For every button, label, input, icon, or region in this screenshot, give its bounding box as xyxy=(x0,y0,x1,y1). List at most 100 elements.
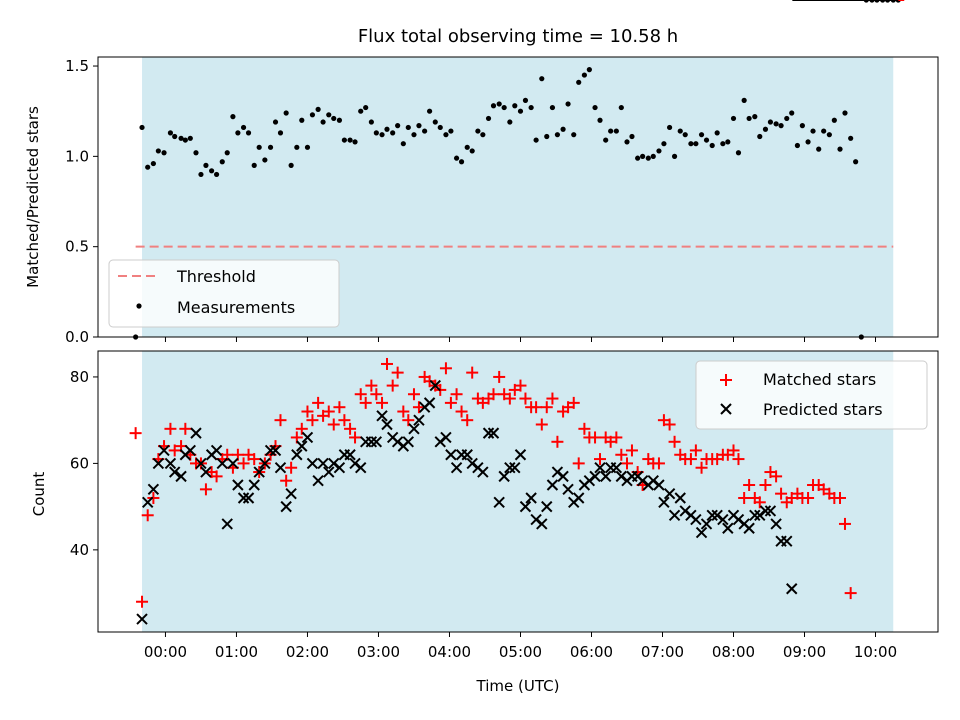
measurement-point xyxy=(784,115,790,122)
predicted-star-point xyxy=(663,487,676,500)
matched-star-point xyxy=(407,388,420,401)
measurement-point xyxy=(703,137,710,143)
matched-star-point xyxy=(503,392,516,405)
matched-star-point xyxy=(530,401,543,414)
predicted-star-point xyxy=(743,522,755,534)
legend-predicted-label: Predicted stars xyxy=(763,400,883,419)
predicted-star-point xyxy=(274,462,287,474)
measurement-point xyxy=(544,133,550,140)
measurement-point xyxy=(309,112,316,118)
measurement-point xyxy=(640,153,646,159)
measurement-point xyxy=(656,148,662,154)
matched-star-point xyxy=(578,422,591,435)
measurement-point xyxy=(746,115,752,122)
measurement-point xyxy=(235,130,241,136)
predicted-star-point xyxy=(599,470,612,483)
matched-star-point xyxy=(738,491,751,504)
measurement-point xyxy=(363,104,369,111)
measurement-point xyxy=(256,144,262,150)
predicted-star-point xyxy=(413,414,425,426)
matched-star-point xyxy=(775,487,788,500)
predicted-star-point xyxy=(242,492,255,504)
matched-star-point xyxy=(391,366,404,379)
predicted-star-point xyxy=(461,449,473,461)
measurement-point xyxy=(230,114,236,120)
matched-star-point xyxy=(732,453,745,466)
matched-star-point xyxy=(397,405,410,418)
matched-star-point xyxy=(610,431,623,444)
measurement-point xyxy=(767,119,774,125)
predicted-star-point xyxy=(381,418,393,431)
matched-star-point xyxy=(493,370,506,383)
y-tick-label: 60 xyxy=(70,454,89,472)
measurement-point xyxy=(299,117,305,123)
measurement-point xyxy=(469,148,475,154)
matched-star-point xyxy=(141,509,154,522)
measurement-point xyxy=(597,117,603,123)
predicted-star-point xyxy=(658,496,670,509)
top-x-ticks xyxy=(164,337,877,342)
matched-star-point xyxy=(237,457,250,470)
matched-star-point xyxy=(589,431,602,444)
legend-matched-label: Matched stars xyxy=(763,370,876,389)
measurement-point xyxy=(219,159,225,165)
matched-star-point xyxy=(365,379,378,392)
predicted-star-point xyxy=(269,444,282,457)
matched-star-point xyxy=(689,444,702,457)
measurement-point xyxy=(517,108,524,114)
matched-star-point xyxy=(753,496,766,509)
matched-star-point xyxy=(344,422,357,435)
measurement-point xyxy=(496,101,502,107)
measurement-point xyxy=(178,135,184,141)
measurement-point xyxy=(213,171,220,178)
matched-star-point xyxy=(359,396,372,409)
measurement-point xyxy=(735,150,742,156)
legend-matched-swatch xyxy=(720,374,732,386)
measurement-point xyxy=(405,124,411,131)
matched-star-point xyxy=(620,457,633,470)
matched-stars-points xyxy=(129,0,905,608)
chart-title: Flux total observing time = 10.58 h xyxy=(358,26,678,47)
matched-star-point xyxy=(652,457,665,470)
measurement-point xyxy=(773,121,779,127)
y-tick-label: 40 xyxy=(70,541,89,559)
measurement-point xyxy=(816,146,822,152)
predicted-star-point xyxy=(402,436,415,448)
predicted-star-point xyxy=(237,492,250,504)
measurement-point xyxy=(272,119,279,125)
matched-star-point xyxy=(615,448,628,461)
matched-star-point xyxy=(572,457,585,470)
ratio-panel: 0.0 0.5 1.0 1.5 Flux total observing time =… xyxy=(24,0,939,346)
predicted-star-point xyxy=(253,466,265,478)
measurement-point xyxy=(560,126,566,132)
measurement-point xyxy=(277,130,284,136)
predicted-star-point xyxy=(514,449,527,461)
measurement-point xyxy=(426,108,433,114)
predicted-star-point xyxy=(573,492,585,504)
predicted-star-point xyxy=(317,457,329,470)
measurement-point xyxy=(267,144,274,150)
predicted-star-point xyxy=(541,500,553,513)
measurement-point xyxy=(549,104,556,111)
legend-measurements-swatch xyxy=(136,303,142,309)
predicted-star-point xyxy=(749,509,761,521)
matched-star-point xyxy=(322,405,335,418)
predicted-star-point xyxy=(509,462,521,474)
top-y-axis-label: Matched/Predicted stars xyxy=(24,106,42,288)
matched-star-point xyxy=(248,453,261,466)
y-tick-label: 1.0 xyxy=(65,147,89,165)
matched-star-point xyxy=(164,422,177,435)
measurement-point xyxy=(635,155,641,161)
predicted-star-point xyxy=(355,462,367,474)
bottom-x-ticks: 00:00 01:00 02:00 03:00 04:00 05:00 06:00 07:00… xyxy=(144,632,897,661)
measurement-point xyxy=(395,123,401,129)
measurement-point xyxy=(432,119,438,125)
matched-star-point xyxy=(461,414,474,427)
matched-star-point xyxy=(838,517,851,530)
predicted-star-point xyxy=(557,470,569,483)
predicted-star-point xyxy=(674,492,686,504)
measurement-point xyxy=(448,128,454,134)
matched-star-point xyxy=(625,444,638,457)
matched-star-point xyxy=(349,431,362,444)
matched-star-point xyxy=(301,405,314,418)
